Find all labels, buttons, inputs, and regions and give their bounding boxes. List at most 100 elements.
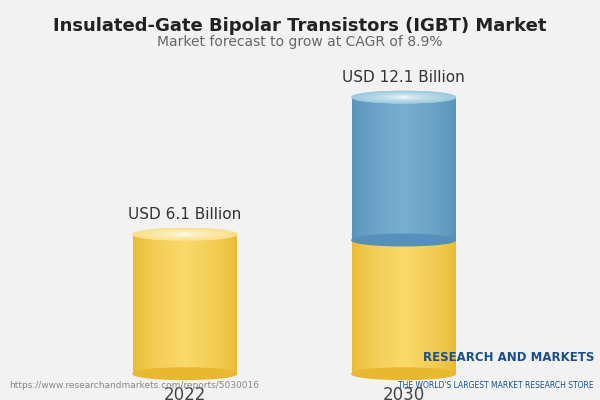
- Bar: [364, 234, 365, 374]
- Bar: [200, 234, 202, 374]
- Bar: [424, 234, 426, 374]
- Bar: [431, 234, 432, 374]
- Ellipse shape: [388, 232, 419, 236]
- Ellipse shape: [379, 232, 428, 237]
- Bar: [207, 234, 208, 374]
- Bar: [406, 97, 407, 240]
- Bar: [398, 234, 400, 374]
- Text: RESEARCH AND MARKETS: RESEARCH AND MARKETS: [422, 351, 594, 364]
- Bar: [376, 97, 378, 240]
- Bar: [435, 97, 436, 240]
- Bar: [397, 97, 398, 240]
- Ellipse shape: [395, 96, 413, 98]
- Bar: [430, 97, 431, 240]
- Ellipse shape: [364, 230, 444, 239]
- Bar: [394, 97, 395, 240]
- Bar: [386, 97, 387, 240]
- Ellipse shape: [382, 95, 426, 100]
- Bar: [437, 97, 439, 240]
- Ellipse shape: [366, 93, 441, 101]
- Bar: [142, 234, 143, 374]
- Bar: [190, 234, 191, 374]
- Text: THE WORLD'S LARGEST MARKET RESEARCH STORE: THE WORLD'S LARGEST MARKET RESEARCH STOR…: [398, 381, 594, 390]
- Ellipse shape: [401, 97, 406, 98]
- Bar: [432, 97, 433, 240]
- Bar: [378, 234, 379, 374]
- Bar: [365, 234, 366, 374]
- Bar: [218, 234, 220, 374]
- Bar: [439, 234, 440, 374]
- Bar: [454, 234, 455, 374]
- Bar: [362, 97, 364, 240]
- Ellipse shape: [386, 95, 422, 99]
- Bar: [234, 234, 235, 374]
- Ellipse shape: [397, 234, 410, 235]
- Bar: [217, 234, 218, 374]
- Ellipse shape: [358, 229, 449, 239]
- Ellipse shape: [367, 230, 440, 238]
- Ellipse shape: [376, 94, 431, 100]
- Bar: [185, 234, 186, 374]
- Bar: [396, 234, 397, 374]
- Bar: [386, 234, 387, 374]
- Bar: [202, 234, 203, 374]
- Ellipse shape: [376, 231, 431, 237]
- Ellipse shape: [383, 232, 424, 236]
- Bar: [410, 97, 412, 240]
- Ellipse shape: [386, 232, 422, 236]
- Bar: [167, 234, 168, 374]
- Bar: [400, 97, 401, 240]
- Bar: [416, 234, 418, 374]
- Bar: [376, 234, 378, 374]
- Bar: [163, 234, 164, 374]
- Bar: [155, 234, 156, 374]
- Ellipse shape: [400, 234, 407, 235]
- Ellipse shape: [169, 232, 200, 236]
- Bar: [422, 97, 423, 240]
- Bar: [443, 234, 444, 374]
- Bar: [364, 97, 365, 240]
- Bar: [421, 97, 422, 240]
- Bar: [444, 234, 445, 374]
- Bar: [382, 97, 383, 240]
- Bar: [208, 234, 209, 374]
- Ellipse shape: [356, 92, 452, 102]
- Ellipse shape: [382, 232, 426, 237]
- Bar: [452, 97, 453, 240]
- Bar: [361, 234, 362, 374]
- Bar: [391, 97, 392, 240]
- Bar: [212, 234, 214, 374]
- Bar: [443, 97, 444, 240]
- Ellipse shape: [138, 229, 232, 240]
- Bar: [427, 97, 428, 240]
- Bar: [449, 234, 451, 374]
- Bar: [147, 234, 149, 374]
- Bar: [373, 234, 374, 374]
- Bar: [136, 234, 137, 374]
- Text: USD 12.1 Billion: USD 12.1 Billion: [343, 70, 465, 84]
- Bar: [224, 234, 225, 374]
- Bar: [145, 234, 146, 374]
- Bar: [403, 234, 404, 374]
- Bar: [356, 234, 357, 374]
- Bar: [440, 234, 441, 374]
- Bar: [449, 97, 451, 240]
- Bar: [410, 234, 412, 374]
- Bar: [404, 234, 405, 374]
- Ellipse shape: [136, 229, 234, 240]
- Bar: [170, 234, 172, 374]
- Ellipse shape: [398, 234, 409, 235]
- Bar: [375, 234, 376, 374]
- Bar: [177, 234, 178, 374]
- Bar: [181, 234, 182, 374]
- Text: Insulated-Gate Bipolar Transistors (IGBT) Market: Insulated-Gate Bipolar Transistors (IGBT…: [53, 17, 547, 35]
- Bar: [453, 234, 454, 374]
- Bar: [166, 234, 167, 374]
- Bar: [370, 234, 371, 374]
- Ellipse shape: [370, 230, 437, 238]
- Ellipse shape: [389, 96, 418, 99]
- Bar: [453, 97, 454, 240]
- Bar: [445, 234, 446, 374]
- Bar: [134, 234, 136, 374]
- Bar: [164, 234, 166, 374]
